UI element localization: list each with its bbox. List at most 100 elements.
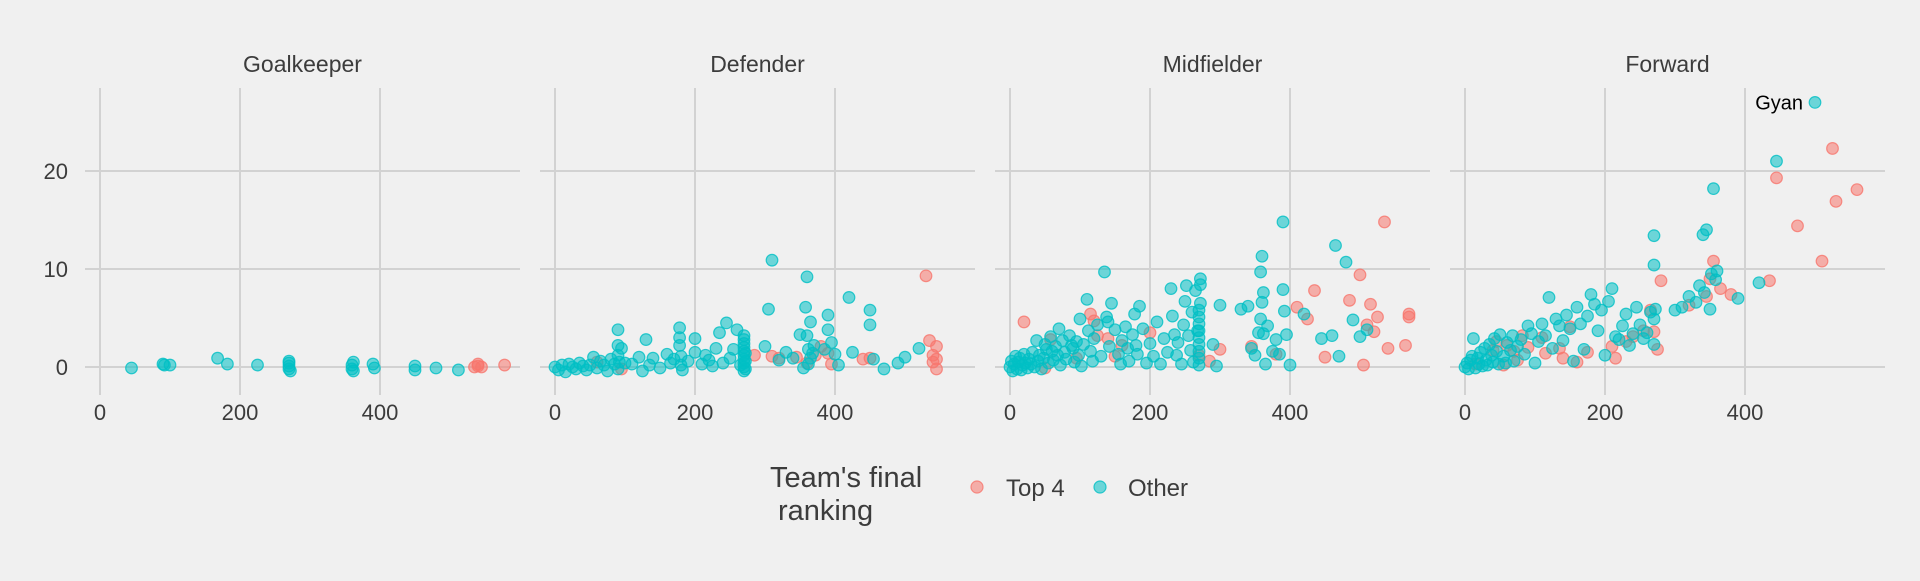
data-point-other <box>842 291 856 304</box>
data-point-other <box>1697 286 1711 299</box>
data-point-other <box>825 336 838 349</box>
facet-panel-midfielder: Midfielder 0 200 400 <box>995 51 1430 425</box>
data-point-other <box>821 308 835 322</box>
data-point-other <box>1241 299 1255 313</box>
y-tick-label: 10 <box>44 257 68 282</box>
data-point-other <box>1255 249 1269 263</box>
x-tick-label: 400 <box>362 400 399 425</box>
data-point-other <box>1280 328 1293 342</box>
data-point-other <box>1535 317 1549 331</box>
data-point-other <box>727 342 740 356</box>
data-point-other <box>1346 313 1360 327</box>
data-point-other <box>688 345 702 359</box>
data-point-other <box>1165 309 1179 323</box>
data-point-other <box>1623 339 1636 352</box>
facet-title: Midfielder <box>1163 51 1263 77</box>
data-point-other <box>1360 323 1374 337</box>
facet-panel-forward: Forward 0 200 400 <box>1450 51 1885 425</box>
data-point-other <box>846 345 859 359</box>
data-point-other <box>1101 315 1115 329</box>
data-point-other <box>1102 340 1116 353</box>
data-point-other <box>1612 333 1626 346</box>
x-tick-label: 200 <box>222 400 259 425</box>
data-point-other <box>1710 264 1724 278</box>
data-point-top-4 <box>1829 194 1843 208</box>
x-tick-label: 200 <box>1132 400 1169 425</box>
y-axis-ticks: 0 10 20 <box>44 159 68 380</box>
data-point-other <box>1073 312 1087 326</box>
data-point-other <box>706 359 719 373</box>
data-point-other <box>1157 332 1171 345</box>
data-point-other <box>1080 292 1094 306</box>
data-point-other <box>1556 334 1570 347</box>
data-point-other <box>1591 324 1605 338</box>
data-point-other <box>1689 295 1703 309</box>
data-point-other <box>1171 336 1185 349</box>
data-point-top-4 <box>1371 310 1384 324</box>
data-point-other <box>653 361 667 375</box>
data-point-other <box>1703 302 1717 316</box>
data-point-other <box>368 361 381 375</box>
data-point-top-4 <box>1763 274 1776 288</box>
data-point-other <box>452 363 465 377</box>
data-point-other <box>912 341 926 355</box>
data-point-top-4 <box>1308 284 1321 297</box>
data-point-other <box>1518 347 1531 361</box>
facet-title: Defender <box>710 51 805 77</box>
data-point-other <box>681 354 695 368</box>
legend-title: Team's final <box>770 462 922 494</box>
data-point-other <box>1108 323 1122 337</box>
data-point-other <box>1325 329 1339 343</box>
data-point-other <box>1525 327 1538 341</box>
data-point-other <box>1546 341 1559 355</box>
data-point-other <box>615 341 628 355</box>
data-point-other <box>877 362 891 376</box>
data-point-other <box>1770 154 1783 168</box>
data-point-other <box>1315 332 1328 345</box>
x-tick-label: 0 <box>549 400 561 425</box>
data-point-other <box>1493 328 1507 342</box>
data-point-other <box>1074 359 1088 373</box>
data-point-other <box>1605 282 1619 296</box>
data-point-other <box>1577 342 1591 356</box>
data-point-other <box>804 315 817 329</box>
data-point-other <box>1094 349 1108 363</box>
data-point-other <box>1528 356 1542 370</box>
data-point-other <box>251 358 264 372</box>
data-point-other <box>408 359 422 373</box>
data-point-other <box>1261 319 1274 333</box>
data-point-other <box>220 357 234 371</box>
data-point-top-4 <box>471 357 485 371</box>
data-point-other <box>1206 338 1220 351</box>
data-point-other <box>765 253 779 267</box>
data-point-other <box>1647 229 1661 243</box>
data-point-other <box>1273 347 1286 361</box>
data-point-other <box>1254 265 1267 279</box>
data-point-other <box>1259 357 1272 371</box>
data-point-other <box>1633 318 1647 332</box>
data-point-other <box>1648 302 1662 316</box>
data-point-top-4 <box>1378 215 1391 229</box>
data-point-other <box>1276 215 1290 229</box>
data-point-other <box>1539 329 1552 343</box>
legend-label-top-4: Top 4 <box>1006 475 1065 502</box>
data-point-other <box>1570 300 1584 314</box>
data-point-other <box>1329 239 1342 252</box>
data-point-other <box>800 329 814 343</box>
data-point-top-4 <box>1353 268 1367 282</box>
data-point-other <box>1630 300 1643 314</box>
data-point-top-4 <box>1343 293 1356 307</box>
annotation-label: Gyan <box>1755 92 1803 114</box>
data-point-other <box>1567 354 1580 368</box>
data-point-other <box>762 302 775 316</box>
data-point-other <box>1126 328 1139 342</box>
data-point-other <box>799 300 812 314</box>
data-point-top-4 <box>1826 142 1839 155</box>
data-point-other <box>1647 338 1661 351</box>
data-point-top-4 <box>1850 183 1864 197</box>
data-point-top-4 <box>919 269 933 283</box>
data-point-other <box>1177 318 1190 332</box>
facet-panel-defender: Defender 0 200 400 <box>540 51 975 425</box>
